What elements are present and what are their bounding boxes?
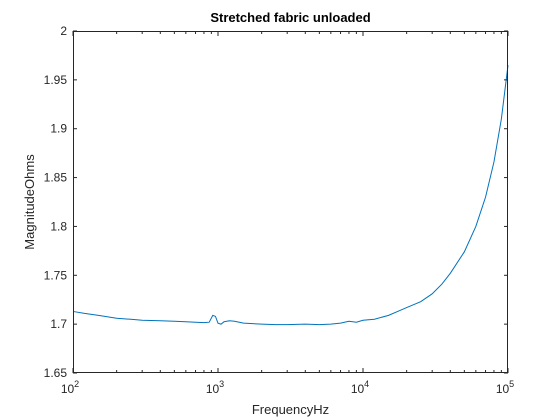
x-tick-label: 102 <box>61 379 79 396</box>
series-line-0 <box>72 65 509 326</box>
axis-ticks <box>72 30 509 374</box>
x-tick-label: 104 <box>351 379 369 396</box>
plot-background <box>73 31 508 373</box>
tick-labels: 1.65 1.7 1.75 1.8 1.85 1.9 1.95 2 102 103 104 105 <box>44 24 515 396</box>
y-tick-label: 1.95 <box>44 73 68 87</box>
x-axis-label: FrequencyHz <box>252 402 329 417</box>
y-tick-label: 1.85 <box>44 171 68 185</box>
y-tick-label: 1.65 <box>44 366 68 380</box>
y-tick-label: 1.7 <box>50 317 67 331</box>
y-tick-label: 2 <box>60 24 67 38</box>
axes-box <box>73 31 508 373</box>
x-tick-label: 105 <box>496 379 514 396</box>
y-tick-label: 1.75 <box>44 268 68 282</box>
y-tick-label: 1.8 <box>50 219 67 233</box>
chart-title: Stretched fabric unloaded <box>210 10 370 25</box>
plot-area <box>72 31 509 373</box>
x-tick-label: 103 <box>206 379 224 396</box>
y-axis-label: MagnitudeOhms <box>22 154 37 250</box>
y-tick-label: 1.9 <box>50 122 67 136</box>
